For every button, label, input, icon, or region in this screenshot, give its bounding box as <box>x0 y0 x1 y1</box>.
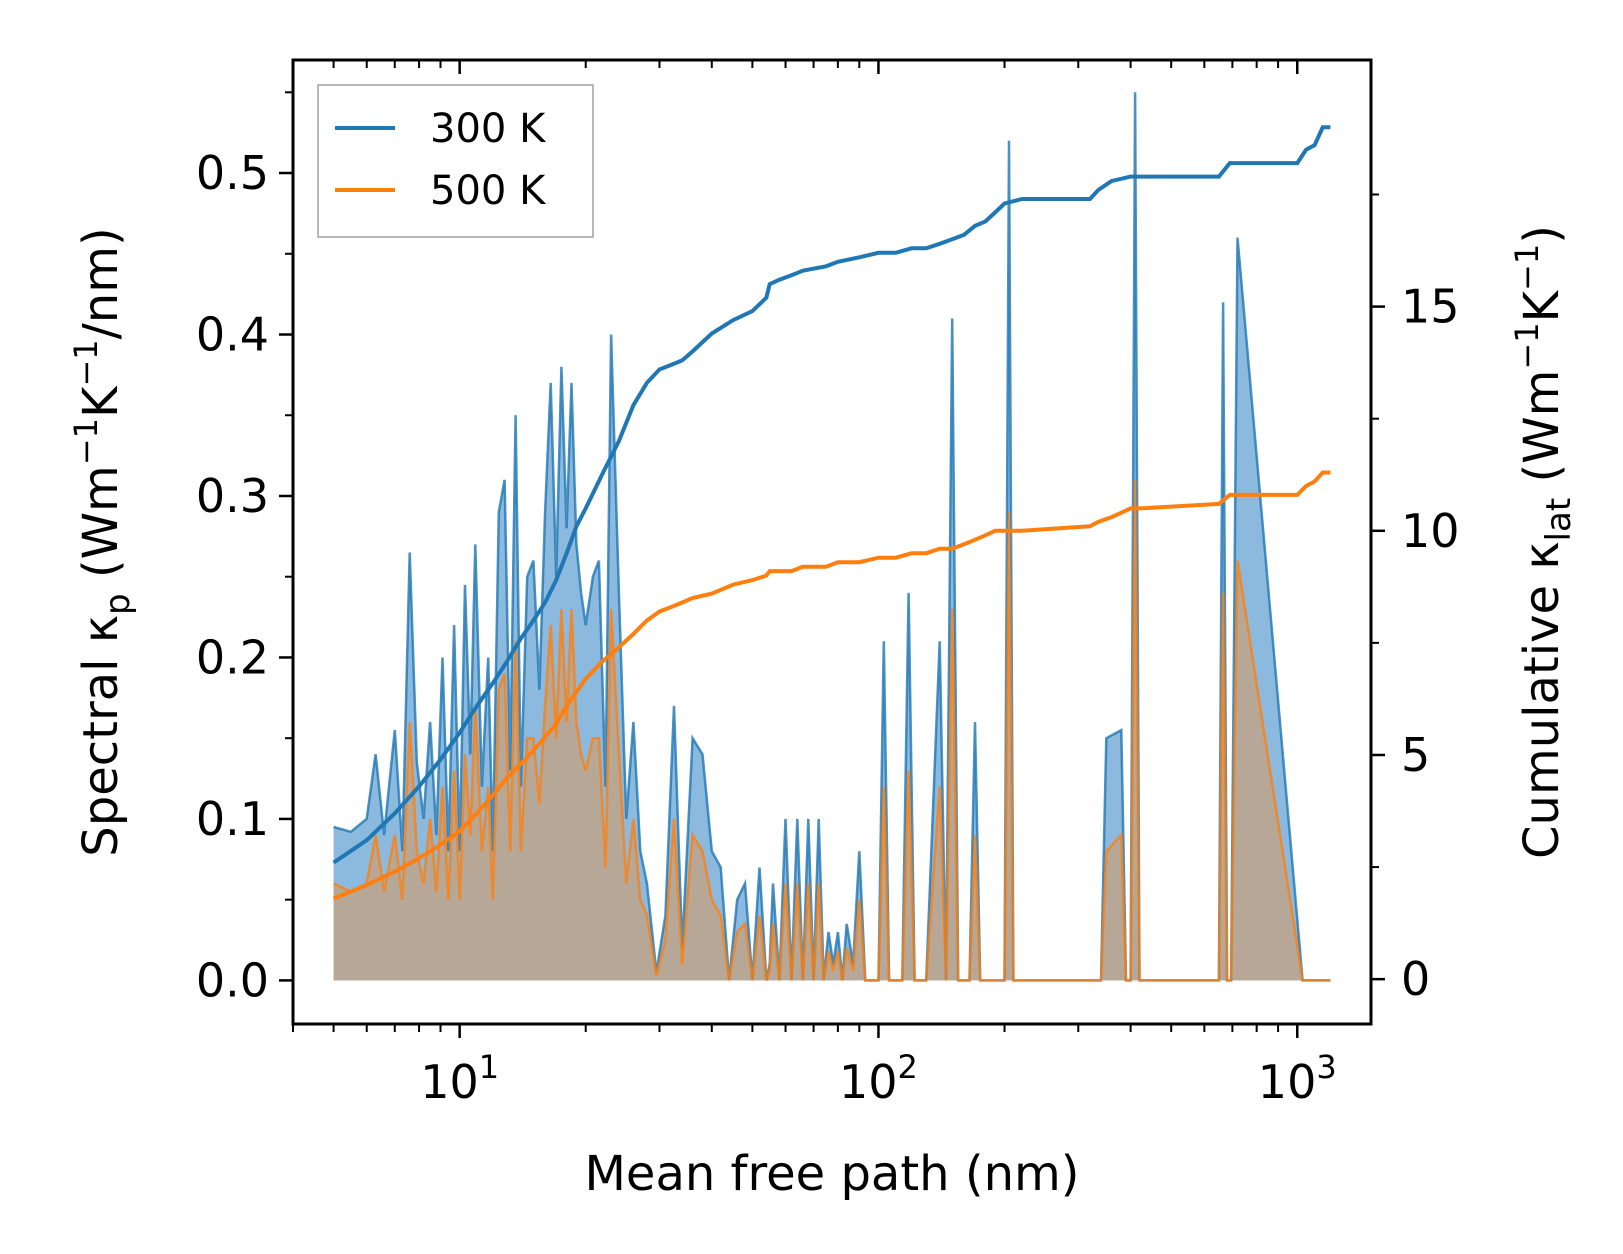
left-tick-label-3: 0.3 <box>196 469 269 523</box>
legend-box <box>317 84 594 238</box>
left-tick-label-1: 0.1 <box>196 792 269 846</box>
right-axis-title: Cumulative κlat (Wm−1K−1) <box>1508 225 1579 859</box>
spectral-fill-500-k <box>333 479 1331 981</box>
x-tick-label-1: 102 <box>839 1048 918 1109</box>
x-tick-label-2: 103 <box>1258 1048 1337 1109</box>
right-axis-ticks: 0 5 10 15 <box>1371 193 1460 1006</box>
cumulative-lines <box>332 125 1331 901</box>
left-tick-label-2: 0.2 <box>196 630 269 684</box>
x-tick-label-0: 101 <box>420 1048 499 1109</box>
left-tick-label-4: 0.4 <box>196 308 269 362</box>
plot-frame <box>291 58 1373 1026</box>
left-tick-label-0: 0.0 <box>196 953 269 1007</box>
left-axis-title: Spectral κp (Wm−1K−1/nm) <box>67 227 138 856</box>
legend-label-500k: 500 K <box>430 168 547 214</box>
left-axis-ticks: 0.0 0.1 0.2 0.3 0.4 0.5 <box>196 91 293 1007</box>
x-axis-title: Mean free path (nm) <box>585 1146 1080 1202</box>
spectral-line-500-k <box>333 479 1331 982</box>
right-tick-label-2: 10 <box>1401 504 1460 558</box>
cumulative-line-300-k <box>332 125 1331 865</box>
legend: 300 K 500 K <box>317 84 594 238</box>
right-tick-label-3: 15 <box>1401 280 1460 334</box>
right-tick-label-0: 0 <box>1401 952 1430 1006</box>
cumulative-line-500-k <box>332 470 1331 901</box>
x-axis-ticks: 101 102 103 <box>292 60 1337 1109</box>
left-tick-label-5: 0.5 <box>196 146 269 200</box>
legend-label-300k: 300 K <box>430 106 547 152</box>
right-tick-label-1: 5 <box>1401 728 1430 782</box>
